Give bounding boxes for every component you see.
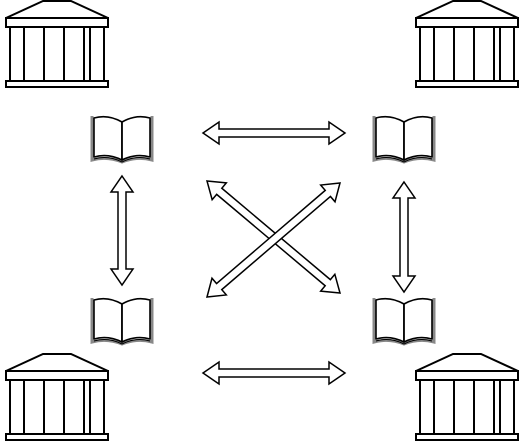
book-bottom-right-book-icon — [372, 297, 436, 346]
book-top-left-book-icon — [90, 115, 154, 164]
institution-top-left-building-icon — [5, 0, 109, 88]
exchange-left-arrow — [109, 174, 135, 287]
institution-top-right-building-icon — [415, 0, 519, 88]
institution-bottom-left-building-icon — [5, 353, 109, 441]
exchange-top-arrow — [201, 120, 347, 146]
institution-bottom-right-building-icon — [415, 353, 519, 441]
exchange-diagonal-up-arrow — [205, 182, 342, 298]
exchange-bottom-arrow — [201, 360, 347, 386]
book-bottom-left-book-icon — [90, 297, 154, 346]
exchange-right-arrow — [391, 180, 417, 294]
book-top-right-book-icon — [372, 115, 436, 164]
